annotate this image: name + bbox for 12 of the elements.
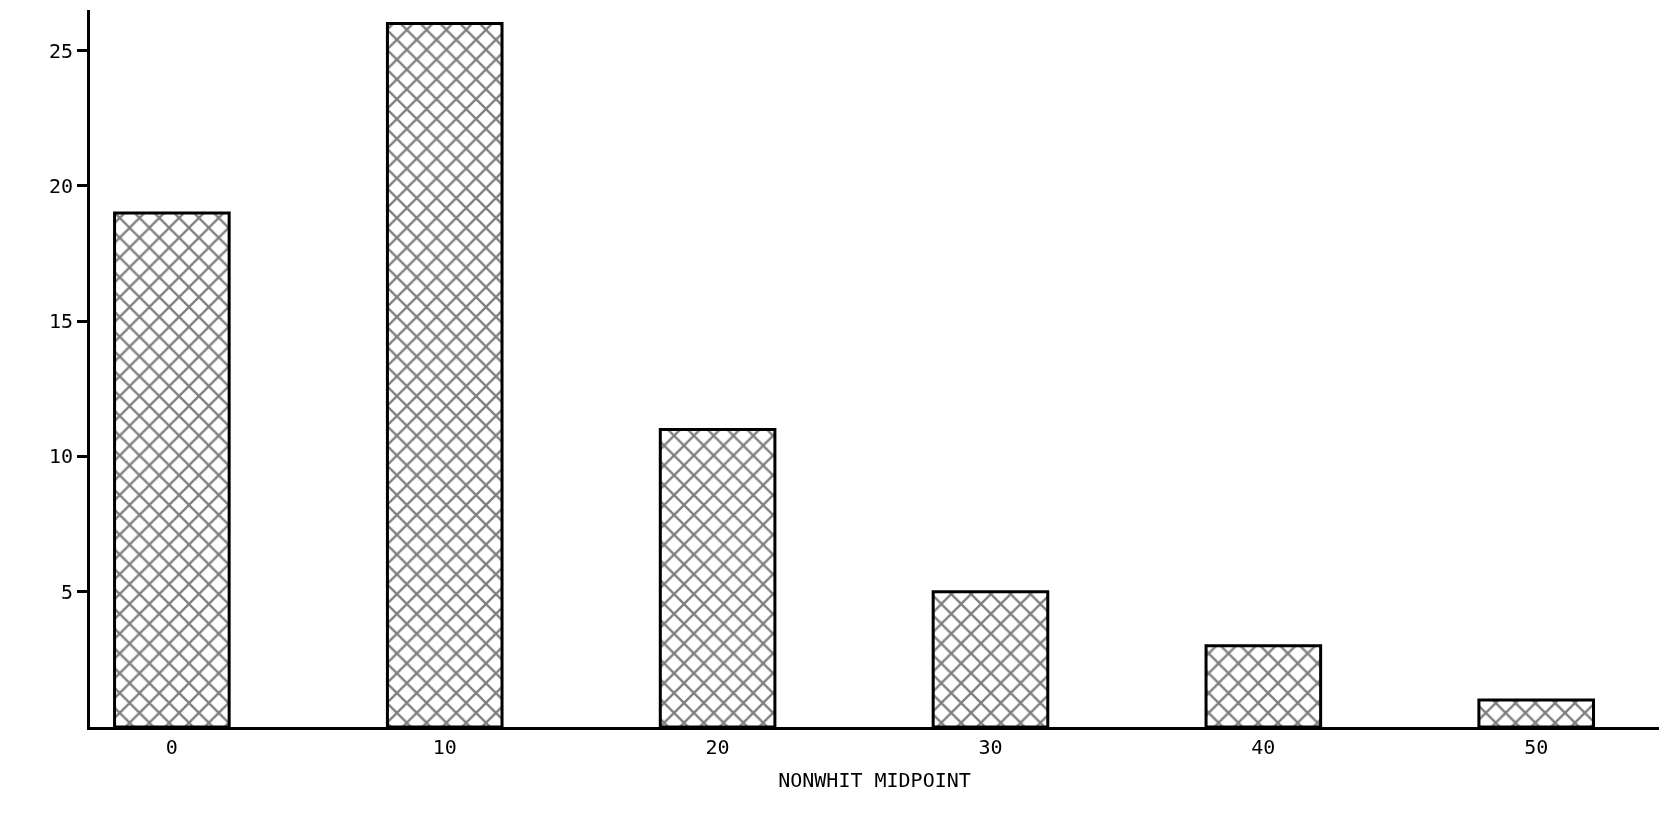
x-tick-label: 30 [978,735,1003,759]
y-tick-label: 25 [48,38,73,63]
y-tick-label: 20 [48,173,73,198]
x-tick-label: 0 [165,735,178,759]
x-tick-label: 20 [705,735,730,759]
x-axis-title: NONWHIT MIDPOINT [778,767,971,792]
y-tick-label: 10 [48,444,73,469]
y-tick-label: 5 [60,579,73,604]
x-tick-label: 50 [1524,735,1549,759]
x-tick-label: 40 [1251,735,1276,759]
x-tick-label: 10 [432,735,457,759]
y-tick-label: 15 [48,309,73,334]
